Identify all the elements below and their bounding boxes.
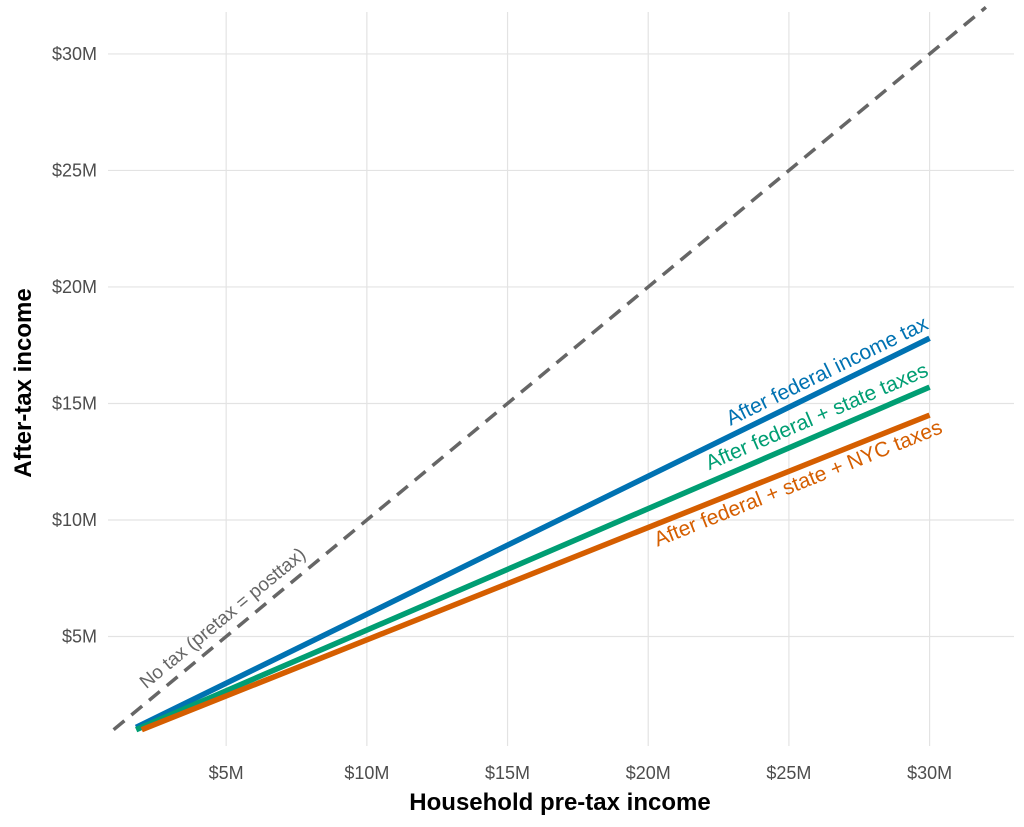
x-tick-label: $10M [344, 763, 389, 783]
y-axis-ticks: $5M $10M $15M $20M $25M $30M [52, 44, 97, 647]
y-tick-label: $30M [52, 44, 97, 64]
series-lines [112, 5, 987, 733]
x-tick-label: $30M [907, 763, 952, 783]
y-tick-label: $10M [52, 510, 97, 530]
y-tick-label: $5M [62, 626, 97, 646]
x-axis-ticks: $5M $10M $15M $20M $25M $30M [209, 763, 952, 783]
y-tick-label: $15M [52, 393, 97, 413]
y-tick-label: $25M [52, 160, 97, 180]
series-line-after-federal-income-tax [134, 335, 931, 730]
series-line-after-federal-state-taxes [135, 384, 931, 733]
x-tick-label: $20M [626, 763, 671, 783]
x-axis-title: Household pre-tax income [409, 789, 710, 816]
x-tick-label: $5M [209, 763, 244, 783]
x-tick-label: $25M [766, 763, 811, 783]
no-tax-reference-line [112, 5, 987, 732]
y-axis-title: After-tax income [10, 288, 37, 477]
y-tick-label: $20M [52, 277, 97, 297]
series-line-after-federal-state-nyc-taxes [140, 412, 931, 733]
grid [108, 12, 1014, 746]
x-tick-label: $15M [485, 763, 530, 783]
